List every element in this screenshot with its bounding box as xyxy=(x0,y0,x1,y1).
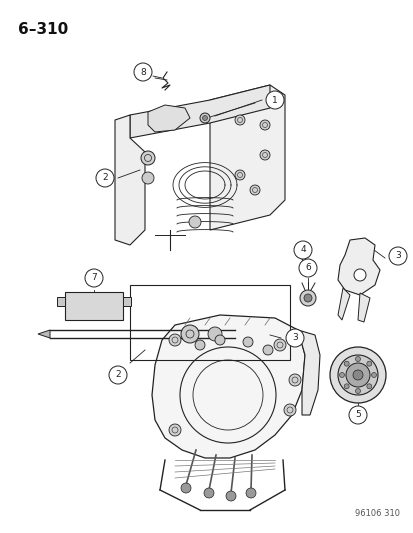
Circle shape xyxy=(96,169,114,187)
Circle shape xyxy=(298,259,316,277)
Text: 6: 6 xyxy=(304,263,310,272)
Circle shape xyxy=(202,116,207,120)
Circle shape xyxy=(195,340,204,350)
Circle shape xyxy=(169,424,180,436)
Circle shape xyxy=(299,290,315,306)
Circle shape xyxy=(189,216,201,228)
Polygon shape xyxy=(147,105,190,132)
Circle shape xyxy=(366,361,371,366)
Circle shape xyxy=(169,334,180,346)
Polygon shape xyxy=(57,297,65,306)
Polygon shape xyxy=(209,85,284,230)
Circle shape xyxy=(329,347,385,403)
Circle shape xyxy=(283,404,295,416)
Text: 2: 2 xyxy=(115,370,121,379)
Circle shape xyxy=(337,355,377,395)
Text: 4: 4 xyxy=(299,246,305,254)
Circle shape xyxy=(142,172,154,184)
Circle shape xyxy=(352,370,362,380)
Polygon shape xyxy=(297,330,319,415)
Circle shape xyxy=(235,115,244,125)
Text: 3: 3 xyxy=(394,252,400,261)
Polygon shape xyxy=(152,315,304,458)
Text: 8: 8 xyxy=(140,68,145,77)
Circle shape xyxy=(345,363,369,387)
FancyBboxPatch shape xyxy=(65,292,123,320)
Text: 96106 310: 96106 310 xyxy=(354,509,399,518)
Polygon shape xyxy=(115,115,145,245)
Circle shape xyxy=(180,325,199,343)
Polygon shape xyxy=(337,238,379,295)
Circle shape xyxy=(348,406,366,424)
Circle shape xyxy=(273,339,285,351)
Circle shape xyxy=(353,269,365,281)
Circle shape xyxy=(303,294,311,302)
Polygon shape xyxy=(123,297,131,306)
Circle shape xyxy=(355,357,360,361)
Circle shape xyxy=(288,374,300,386)
Text: 7: 7 xyxy=(91,273,97,282)
Circle shape xyxy=(242,337,252,347)
Polygon shape xyxy=(357,293,369,322)
Circle shape xyxy=(259,120,269,130)
Circle shape xyxy=(109,366,127,384)
Circle shape xyxy=(225,491,235,501)
Circle shape xyxy=(285,329,303,347)
Circle shape xyxy=(299,246,305,252)
Circle shape xyxy=(249,185,259,195)
Circle shape xyxy=(85,269,103,287)
Circle shape xyxy=(141,151,154,165)
Polygon shape xyxy=(38,330,50,338)
Circle shape xyxy=(343,384,348,389)
Circle shape xyxy=(245,488,255,498)
Circle shape xyxy=(355,389,360,393)
Circle shape xyxy=(300,263,310,273)
Circle shape xyxy=(207,327,221,341)
Polygon shape xyxy=(130,85,269,138)
Circle shape xyxy=(199,113,209,123)
Text: 2: 2 xyxy=(102,174,107,182)
Text: 6–310: 6–310 xyxy=(18,22,68,37)
Polygon shape xyxy=(337,288,349,320)
Circle shape xyxy=(293,241,311,259)
Text: 1: 1 xyxy=(271,95,277,104)
Circle shape xyxy=(262,345,272,355)
Circle shape xyxy=(204,488,214,498)
Circle shape xyxy=(343,361,348,366)
Circle shape xyxy=(259,150,269,160)
Circle shape xyxy=(235,170,244,180)
Circle shape xyxy=(388,247,406,265)
Circle shape xyxy=(370,373,375,377)
Text: 3: 3 xyxy=(292,334,297,343)
Circle shape xyxy=(266,91,283,109)
Circle shape xyxy=(339,373,344,377)
Circle shape xyxy=(366,384,371,389)
Circle shape xyxy=(180,483,190,493)
Circle shape xyxy=(214,335,224,345)
Text: 5: 5 xyxy=(354,410,360,419)
Circle shape xyxy=(134,63,152,81)
